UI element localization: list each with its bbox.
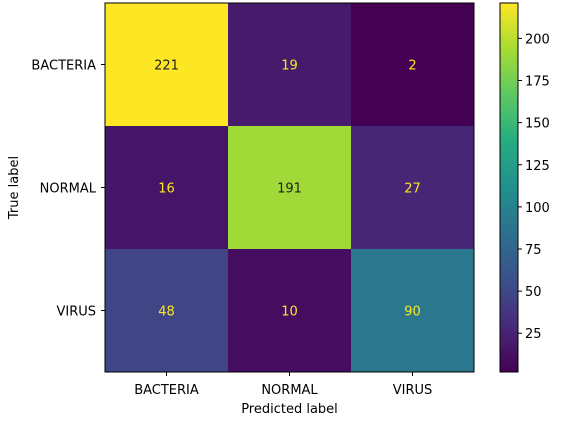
y-tick-label: VIRUS [56, 305, 96, 320]
colorbar-tick-label: 200 [525, 32, 550, 47]
colorbar-ticks: 25 50 75 100 125 150 175 200 [518, 32, 550, 342]
cell-value: 221 [154, 59, 179, 74]
colorbar-tick-label: 50 [525, 285, 542, 300]
colorbar-tick-label: 100 [525, 201, 550, 216]
cell-value: 191 [277, 182, 302, 197]
y-axis: BACTERIA NORMAL VIRUS [31, 59, 105, 320]
x-tick-label: VIRUS [393, 383, 433, 398]
colorbar-tick-label: 125 [525, 159, 550, 174]
heatmap-cell [105, 3, 228, 126]
y-axis-label: True label [7, 156, 22, 220]
cell-value: 90 [404, 305, 421, 320]
heatmap-cell [228, 3, 351, 126]
heatmap-cell [351, 3, 474, 126]
colorbar-tick-label: 175 [525, 75, 550, 90]
heatmap-cell [105, 126, 228, 249]
cell-value: 2 [408, 59, 416, 74]
heatmap-cells: 221 19 2 16 191 27 48 10 90 [105, 3, 474, 372]
y-tick-label: BACTERIA [31, 59, 96, 74]
x-tick-label: BACTERIA [134, 383, 199, 398]
cell-value: 16 [158, 182, 175, 197]
colorbar-tick-label: 25 [525, 327, 542, 342]
x-axis-label: Predicted label [241, 402, 338, 417]
heatmap-cell [351, 126, 474, 249]
heatmap-cell [105, 249, 228, 372]
colorbar: 25 50 75 100 125 150 175 200 [499, 2, 550, 373]
cell-value: 48 [158, 305, 175, 320]
y-tick-label: NORMAL [40, 182, 97, 197]
colorbar-tick-label: 75 [525, 243, 542, 258]
cell-value: 27 [404, 182, 421, 197]
x-tick-label: NORMAL [261, 383, 318, 398]
heatmap-cell [228, 249, 351, 372]
cell-value: 19 [281, 59, 298, 74]
colorbar-gradient [499, 2, 519, 373]
x-axis: BACTERIA NORMAL VIRUS [134, 372, 432, 398]
heatmap-cell [228, 126, 351, 249]
colorbar-tick-label: 150 [525, 117, 550, 132]
cell-value: 10 [281, 305, 298, 320]
heatmap-cell [351, 249, 474, 372]
